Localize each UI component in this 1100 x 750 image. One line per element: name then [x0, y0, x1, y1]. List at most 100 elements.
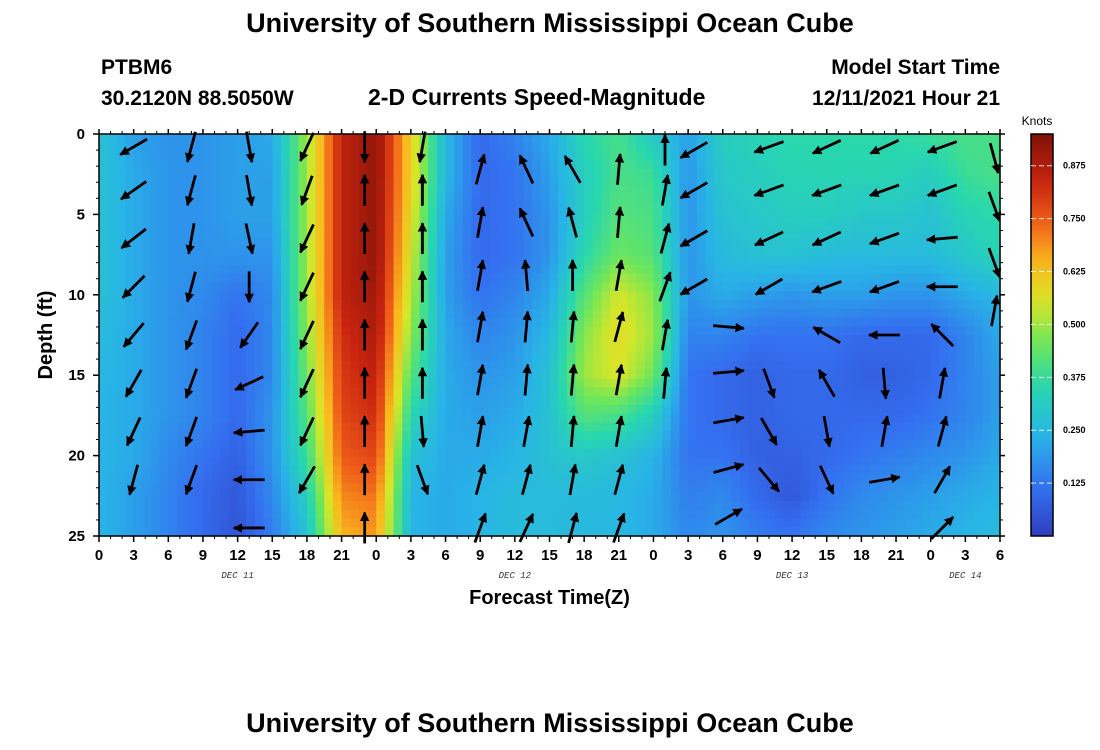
heatmap-cell	[497, 300, 507, 310]
heatmap-cell	[558, 404, 568, 415]
heatmap-cell	[211, 308, 221, 319]
heatmap-cell	[592, 422, 603, 432]
heatmap-cell	[696, 483, 707, 493]
heatmap-cell	[341, 431, 351, 441]
heatmap-cell	[367, 160, 377, 170]
heatmap-cell	[826, 134, 836, 144]
heatmap-cell	[202, 352, 213, 362]
heatmap-cell	[488, 518, 499, 528]
heatmap-cell	[792, 308, 802, 319]
heatmap-cell	[142, 247, 152, 257]
heatmap-cell	[523, 483, 533, 493]
heatmap-cell	[367, 230, 377, 240]
heatmap-cell	[852, 413, 862, 423]
heatmap-cell	[532, 273, 542, 284]
heatmap-cell	[393, 238, 403, 249]
heatmap-cell	[471, 134, 481, 144]
heatmap-cell	[532, 282, 542, 292]
heatmap-cell	[393, 230, 403, 240]
heatmap-cell	[150, 378, 161, 389]
current-vector-arrow	[679, 229, 709, 248]
heatmap-cell	[601, 369, 611, 380]
heatmap-cell	[887, 527, 897, 537]
heatmap-cell	[436, 282, 447, 292]
heatmap-cell	[748, 404, 759, 415]
heatmap-cell	[194, 404, 204, 415]
heatmap-cell	[488, 256, 499, 266]
heatmap-cell	[696, 361, 707, 371]
heatmap-cell	[289, 518, 299, 528]
heatmap-cell	[306, 404, 317, 415]
heatmap-cell	[558, 369, 568, 380]
heatmap-cell	[358, 352, 369, 362]
heatmap-cell	[107, 509, 117, 520]
heatmap-cell	[731, 265, 741, 275]
heatmap-cell	[116, 361, 126, 371]
heatmap-cell	[948, 422, 958, 432]
heatmap-cell	[99, 466, 109, 476]
heatmap-cell	[488, 527, 499, 537]
heatmap-cell	[280, 247, 291, 257]
heatmap-cell	[922, 413, 932, 423]
heatmap-cell	[679, 256, 689, 266]
heatmap-cell	[393, 134, 403, 144]
heatmap-cell	[471, 518, 481, 528]
heatmap-cell	[566, 186, 577, 196]
heatmap-cell	[350, 273, 360, 284]
heatmap-cell	[497, 509, 507, 520]
heatmap-cell	[870, 168, 880, 179]
heatmap-cell	[636, 518, 646, 528]
heatmap-cell	[272, 369, 282, 380]
heatmap-cell	[913, 448, 923, 458]
heatmap-cell	[575, 361, 585, 371]
heatmap-cell	[393, 378, 403, 389]
heatmap-cell	[176, 335, 187, 345]
heatmap-cell	[168, 439, 178, 450]
heatmap-cell	[228, 203, 239, 214]
heatmap-cell	[644, 343, 655, 354]
heatmap-cell	[991, 335, 1001, 345]
heatmap-cell	[974, 352, 984, 362]
heatmap-cell	[107, 527, 117, 537]
heatmap-cell	[722, 527, 733, 537]
heatmap-cell	[930, 448, 940, 458]
heatmap-cell	[168, 352, 178, 362]
heatmap-cell	[930, 195, 940, 205]
heatmap-cell	[748, 317, 759, 327]
current-vector-arrow	[299, 132, 315, 162]
heatmap-cell	[514, 168, 525, 179]
heatmap-cell	[220, 291, 230, 301]
heatmap-cell	[462, 413, 473, 423]
heatmap-cell	[237, 527, 247, 537]
heatmap-cell	[722, 247, 733, 257]
heatmap-cell	[774, 335, 785, 345]
heatmap-cell	[783, 466, 793, 476]
heatmap-cell	[410, 186, 421, 196]
heatmap-cell	[774, 273, 785, 284]
heatmap-cell	[523, 212, 533, 222]
heatmap-cell	[731, 247, 741, 257]
heatmap-cell	[948, 369, 958, 380]
heatmap-cell	[289, 378, 299, 389]
heatmap-cell	[731, 300, 741, 310]
heatmap-cell	[419, 265, 429, 275]
heatmap-cell	[514, 186, 525, 196]
heatmap-cell	[748, 509, 759, 520]
heatmap-cell	[800, 247, 811, 257]
heatmap-cell	[636, 378, 646, 389]
current-vector-arrow	[122, 322, 145, 348]
x-tick-label: 21	[333, 547, 350, 564]
heatmap-cell	[506, 361, 516, 371]
heatmap-cell	[532, 527, 542, 537]
current-vector-arrow	[125, 416, 142, 447]
heatmap-cell	[142, 431, 152, 441]
heatmap-cell	[514, 369, 525, 380]
heatmap-cell	[618, 474, 629, 485]
heatmap-cell	[514, 448, 525, 458]
heatmap-cell	[263, 308, 273, 319]
heatmap-cell	[904, 387, 914, 397]
heatmap-cell	[272, 247, 282, 257]
heatmap-cell	[384, 492, 395, 502]
heatmap-cell	[497, 518, 507, 528]
heatmap-cell	[948, 335, 958, 345]
